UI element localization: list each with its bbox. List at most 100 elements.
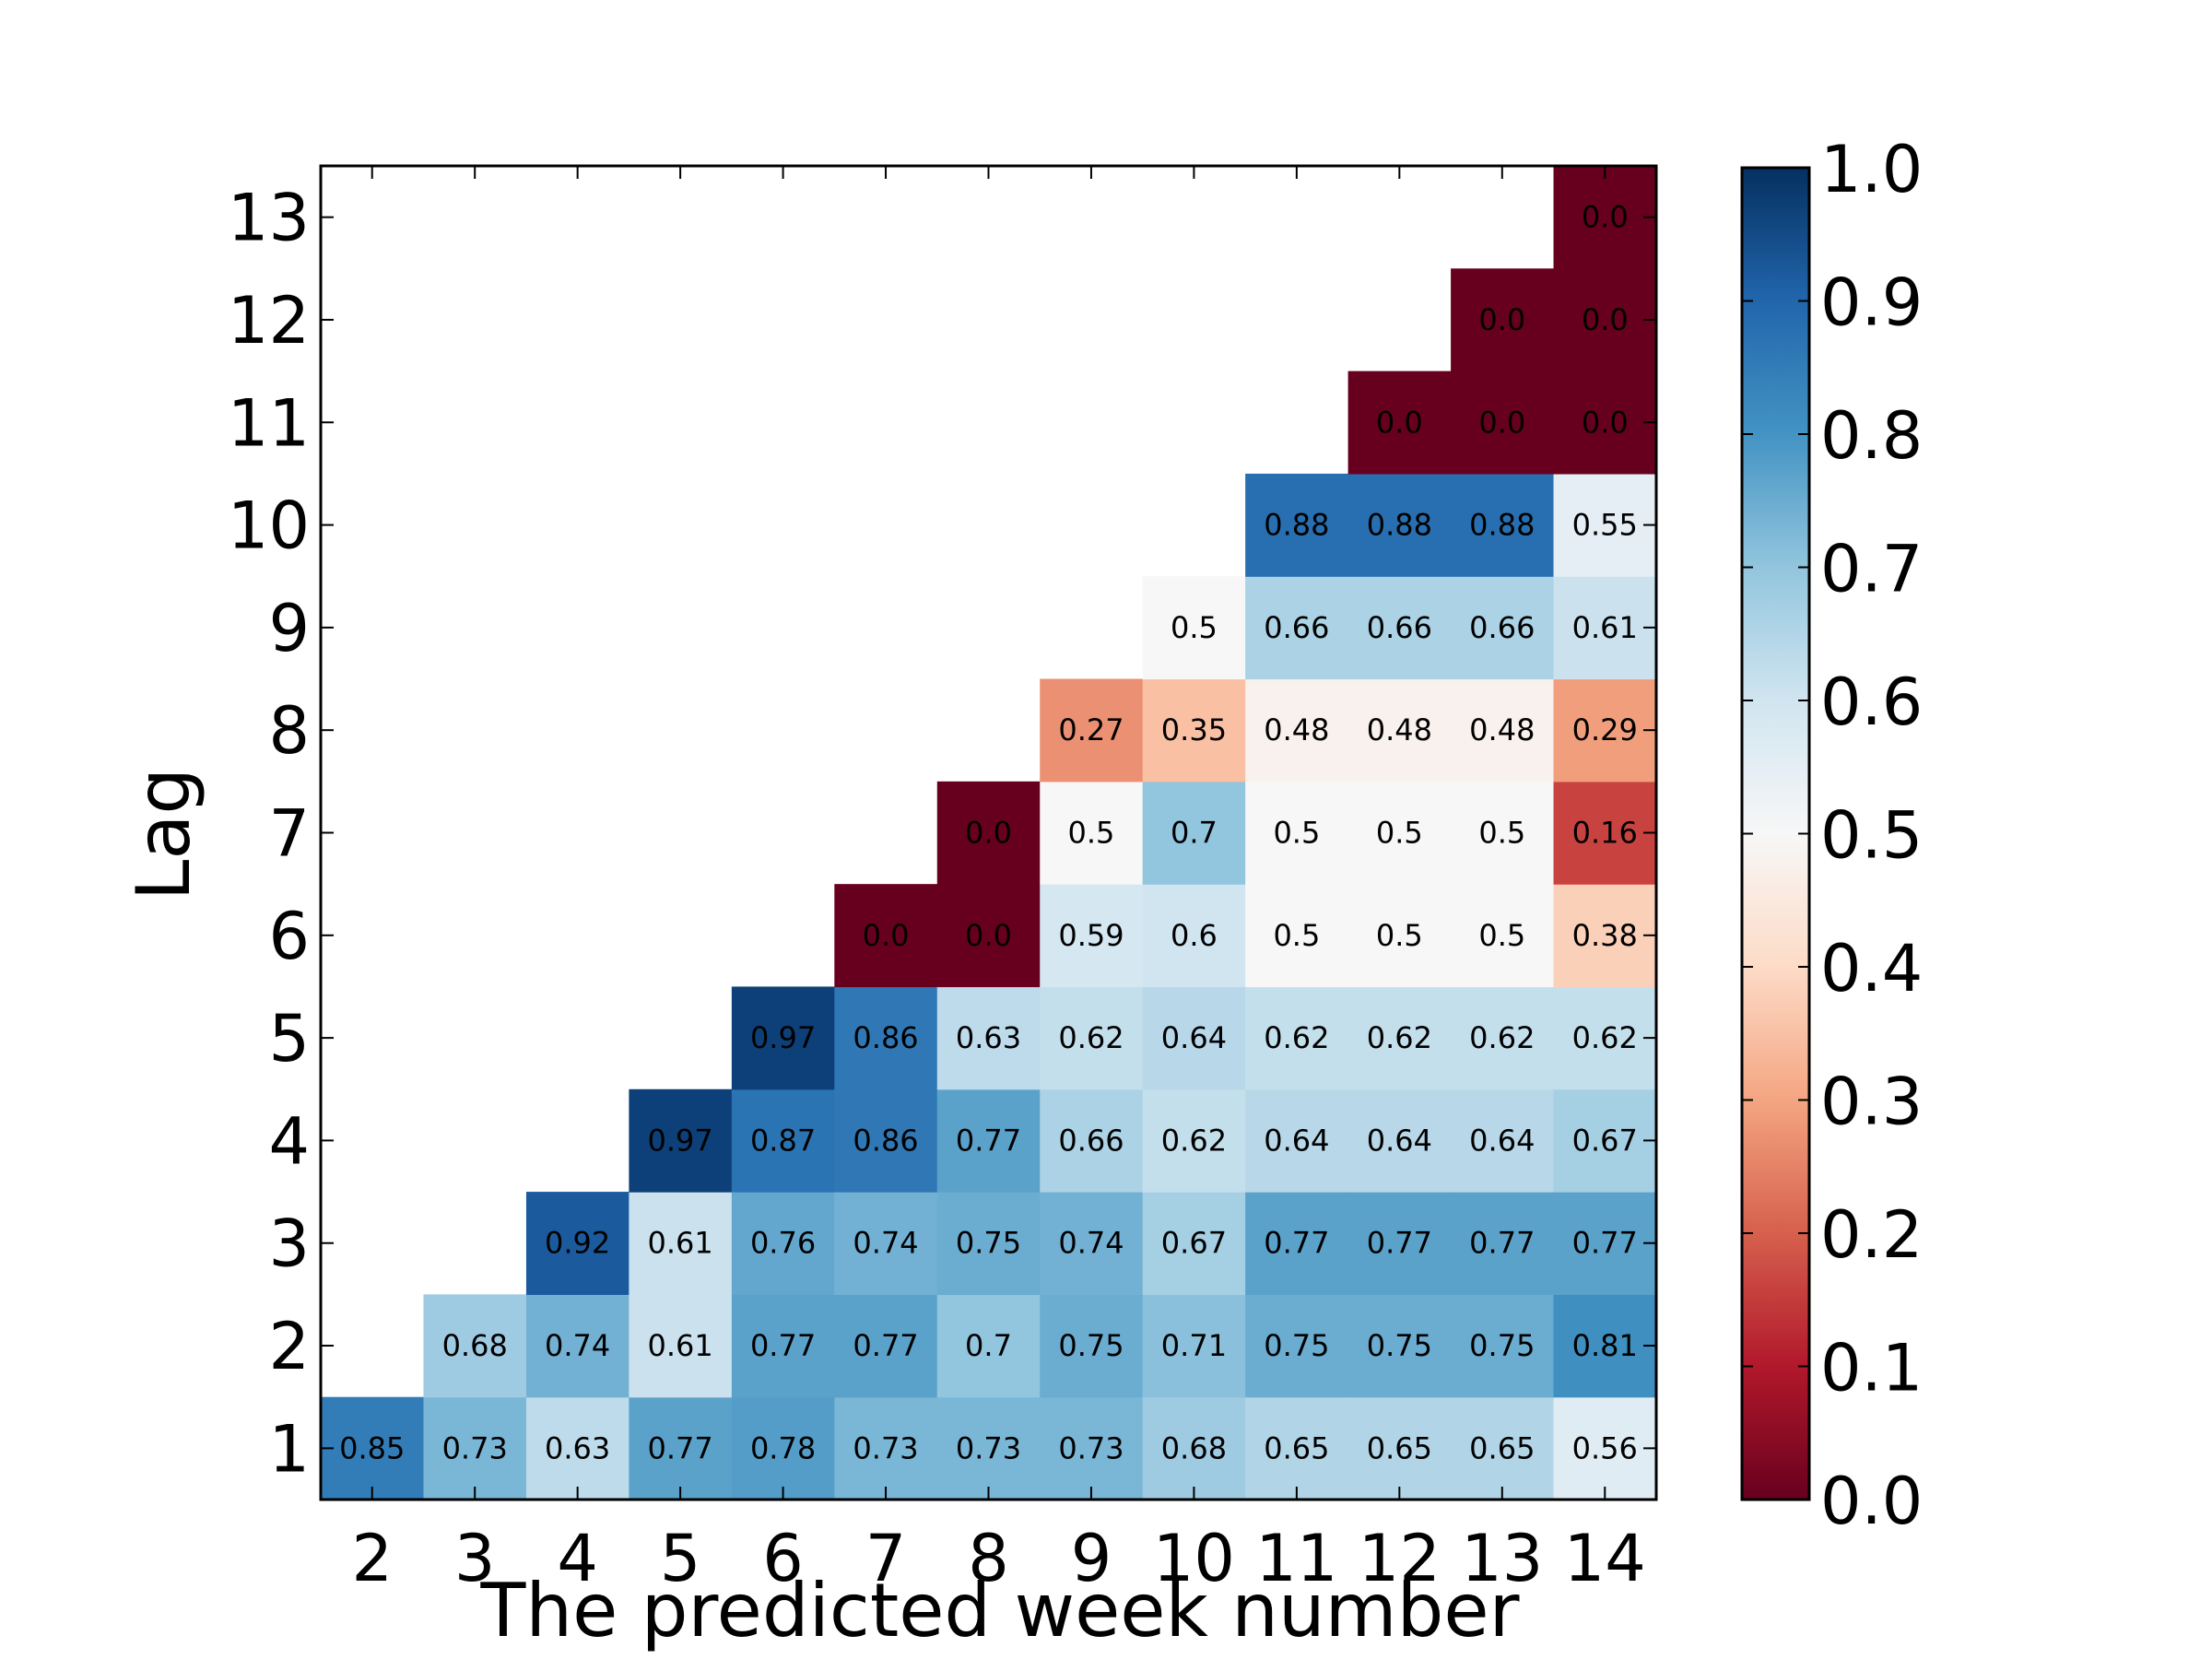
colorbar-tick-label: 0.4 bbox=[1820, 931, 1923, 1006]
x-tick-label: 6 bbox=[762, 1521, 804, 1596]
heatmap-cell bbox=[1142, 1088, 1246, 1193]
colorbar-tick-label: 0.5 bbox=[1820, 798, 1923, 874]
heatmap-cell bbox=[1142, 986, 1246, 1090]
cell-value-label: 0.77 bbox=[750, 1328, 816, 1363]
heatmap-cell bbox=[936, 1192, 1041, 1295]
cell-value-label: 0.5 bbox=[1171, 610, 1218, 645]
cell-value-label: 0.74 bbox=[853, 1226, 918, 1261]
colorbar-tick-label: 0.3 bbox=[1820, 1065, 1923, 1140]
cell-value-label: 0.88 bbox=[1264, 508, 1329, 543]
cell-value-label: 0.63 bbox=[545, 1430, 610, 1465]
cell-value-label: 0.64 bbox=[1469, 1123, 1535, 1158]
cell-value-label: 0.27 bbox=[1058, 712, 1124, 747]
cell-value-label: 0.86 bbox=[853, 1123, 918, 1158]
cell-value-label: 0.88 bbox=[1469, 508, 1535, 543]
cell-value-label: 0.74 bbox=[545, 1328, 610, 1363]
heatmap-cell bbox=[525, 1396, 629, 1500]
colorbar-ticks: 0.0 0.1 0.2 0.3 0.4 0.5 0.6 0.7 0.8 0.9 1.0 bbox=[1742, 132, 1923, 1539]
cell-value-label: 0.65 bbox=[1367, 1430, 1432, 1465]
heatmap-cell bbox=[1451, 1088, 1555, 1193]
y-tick-label: 11 bbox=[228, 385, 310, 461]
heatmap-cell bbox=[1245, 1396, 1349, 1500]
cell-value-label: 0.7 bbox=[965, 1328, 1012, 1363]
heatmap-cell bbox=[1245, 986, 1349, 1090]
cell-value-label: 0.71 bbox=[1161, 1328, 1227, 1363]
x-tick-label: 14 bbox=[1564, 1521, 1646, 1596]
cell-value-label: 0.0 bbox=[965, 816, 1012, 851]
colorbar-tick-label: 0.1 bbox=[1820, 1331, 1923, 1406]
heatmap-cell bbox=[834, 884, 938, 988]
colorbar-tick-label: 1.0 bbox=[1820, 132, 1923, 207]
heatmap-cell bbox=[1040, 1088, 1144, 1193]
axis-ticks bbox=[321, 166, 1656, 1500]
x-tick-label: 4 bbox=[557, 1521, 598, 1596]
y-tick-label: 10 bbox=[228, 488, 310, 564]
cell-value-label: 0.75 bbox=[1367, 1328, 1432, 1363]
heatmap-cell bbox=[1553, 1294, 1657, 1398]
x-tick-label: 12 bbox=[1359, 1521, 1441, 1596]
heatmap-cell bbox=[1451, 781, 1555, 885]
cell-value-label: 0.73 bbox=[956, 1430, 1021, 1465]
heatmap-cell bbox=[936, 1088, 1041, 1193]
heatmap-cell bbox=[1451, 1192, 1555, 1295]
cell-value-label: 0.76 bbox=[750, 1226, 816, 1261]
heatmap-cell bbox=[1142, 1294, 1246, 1398]
cell-value-label: 0.77 bbox=[1264, 1226, 1329, 1261]
heatmap-cell bbox=[1451, 576, 1555, 680]
heatmap-cell bbox=[1451, 1396, 1555, 1500]
cell-value-label: 0.61 bbox=[647, 1226, 712, 1261]
cell-value-label: 0.88 bbox=[1367, 508, 1432, 543]
cell-value-label: 0.77 bbox=[956, 1123, 1021, 1158]
heatmap-cells bbox=[321, 166, 1657, 1500]
heatmap-cell bbox=[936, 781, 1041, 885]
y-tick-label: 2 bbox=[268, 1309, 310, 1384]
colorbar-tick-label: 0.0 bbox=[1820, 1464, 1923, 1539]
cell-value-label: 0.67 bbox=[1161, 1226, 1227, 1261]
cell-value-label: 0.29 bbox=[1572, 712, 1638, 747]
cell-value-label: 0.61 bbox=[1572, 610, 1638, 645]
cell-value-label: 0.81 bbox=[1572, 1328, 1638, 1363]
heatmap-cell bbox=[1142, 576, 1246, 680]
heatmap-cell bbox=[423, 1396, 527, 1500]
cell-value-label: 0.62 bbox=[1367, 1020, 1432, 1055]
heatmap-cell bbox=[834, 1088, 938, 1193]
heatmap-cell bbox=[525, 1192, 629, 1295]
heatmap-cell bbox=[731, 1192, 835, 1295]
heatmap-cell bbox=[1451, 268, 1555, 372]
cell-value-label: 0.5 bbox=[1376, 816, 1423, 851]
heatmap-cell bbox=[1245, 884, 1349, 988]
cell-value-label: 0.92 bbox=[545, 1226, 610, 1261]
heatmap-cell bbox=[1451, 678, 1555, 782]
heatmap-cell bbox=[1451, 986, 1555, 1090]
cell-value-label: 0.73 bbox=[1058, 1430, 1124, 1465]
colorbar-tick-label: 0.8 bbox=[1820, 398, 1923, 474]
cell-value-label: 0.62 bbox=[1469, 1020, 1535, 1055]
x-tick-label: 7 bbox=[865, 1521, 907, 1596]
cell-value-label: 0.68 bbox=[1161, 1430, 1227, 1465]
heatmap-cell bbox=[629, 1396, 733, 1500]
cell-value-label: 0.16 bbox=[1572, 816, 1638, 851]
heatmap-cell bbox=[1553, 268, 1657, 372]
heatmap-cell bbox=[629, 1294, 733, 1398]
cell-value-label: 0.77 bbox=[647, 1430, 712, 1465]
cell-value-label: 0.66 bbox=[1367, 610, 1432, 645]
cell-value-label: 0.66 bbox=[1058, 1123, 1124, 1158]
cell-value-label: 0.78 bbox=[750, 1430, 816, 1465]
heatmap-cell bbox=[1347, 1192, 1452, 1295]
heatmap-cell bbox=[321, 1396, 425, 1500]
heatmap-cell bbox=[731, 1294, 835, 1398]
heatmap-cell bbox=[834, 986, 938, 1090]
heatmap-cell bbox=[1347, 1088, 1452, 1193]
heatmap-cell bbox=[1142, 678, 1246, 782]
heatmap-cell bbox=[629, 1088, 733, 1193]
cell-value-label: 0.68 bbox=[442, 1328, 508, 1363]
y-tick-label: 3 bbox=[268, 1206, 310, 1282]
heatmap-cell bbox=[1451, 473, 1555, 577]
cell-value-label: 0.0 bbox=[1376, 405, 1423, 440]
y-tick-label: 12 bbox=[228, 283, 310, 359]
cell-value-label: 0.97 bbox=[750, 1020, 816, 1055]
heatmap-cell bbox=[1040, 986, 1144, 1090]
cell-value-label: 0.73 bbox=[442, 1430, 508, 1465]
heatmap-cell bbox=[731, 986, 835, 1090]
